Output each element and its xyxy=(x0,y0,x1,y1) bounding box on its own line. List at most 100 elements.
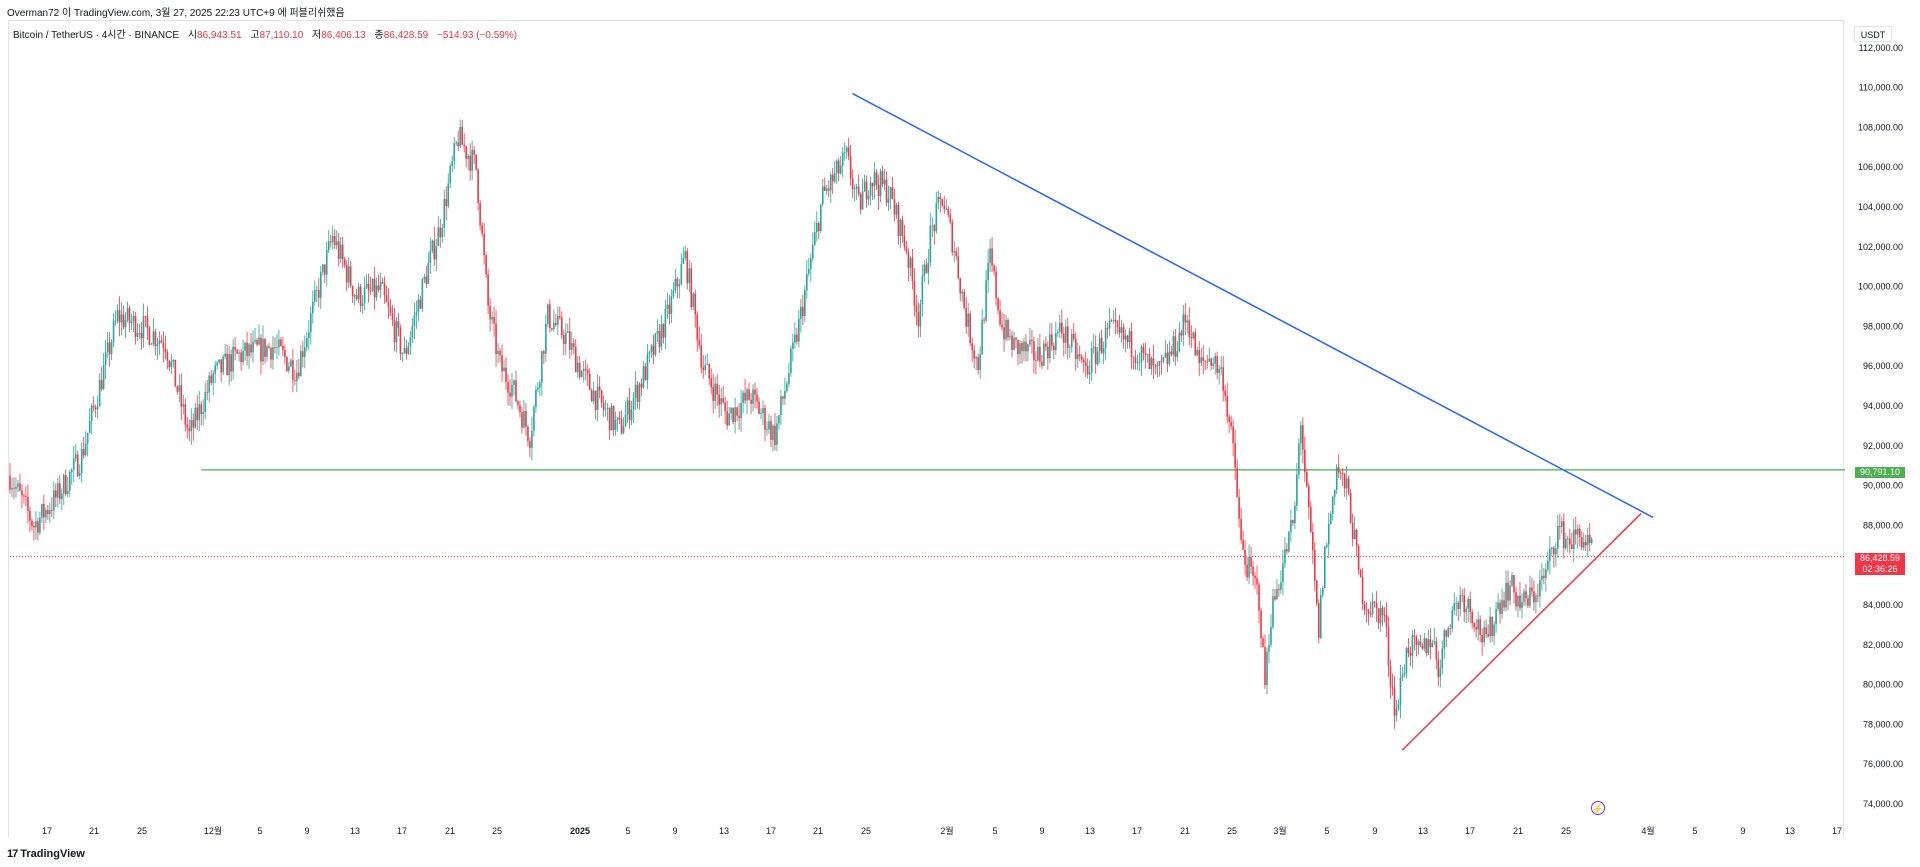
candle-body xyxy=(292,360,294,381)
candle-body xyxy=(1323,546,1326,588)
candle-body xyxy=(1310,507,1312,532)
candle-body xyxy=(764,407,766,430)
symbol-label[interactable]: Bitcoin / TetherUS · 4시간 · BINANCE xyxy=(13,30,180,41)
candle-body xyxy=(620,419,623,434)
candle-body xyxy=(823,186,826,191)
candle-body xyxy=(724,402,726,412)
candle-body xyxy=(517,401,519,406)
candle-body xyxy=(1473,622,1475,628)
candle-body xyxy=(931,225,934,227)
candle-body xyxy=(315,289,318,291)
x-tick-label: 21 xyxy=(813,826,823,836)
candle-body xyxy=(622,426,625,434)
candle-body xyxy=(242,350,244,363)
x-tick-label: 13 xyxy=(350,826,360,836)
candle-body xyxy=(1465,608,1467,613)
candle-body xyxy=(72,458,75,470)
close-label: 종 xyxy=(374,30,384,41)
candle-body xyxy=(1047,346,1049,359)
candle-body xyxy=(57,483,59,498)
candle-body xyxy=(70,469,73,472)
footer-brand[interactable]: 17 TradingView xyxy=(7,848,85,860)
countdown-tag: 02:36:26 xyxy=(1855,564,1905,575)
candle-body xyxy=(443,199,446,228)
candle-body xyxy=(1407,647,1410,654)
currency-unit-button[interactable]: USDT xyxy=(1854,26,1892,42)
candle-body xyxy=(98,380,101,407)
support-price-tag: 90,791.10 xyxy=(1855,467,1905,478)
tradingview-logo-icon: 17 xyxy=(7,848,18,860)
candle-body xyxy=(415,312,418,316)
candle-body xyxy=(481,225,483,234)
candle-body xyxy=(610,406,613,431)
candle-body xyxy=(901,219,904,237)
candle-body xyxy=(1051,334,1053,346)
candle-body xyxy=(88,420,91,433)
x-tick-label: 17 xyxy=(1832,826,1842,836)
y-tick-label: 94,000.00 xyxy=(1863,401,1903,411)
candle-body xyxy=(361,303,364,307)
candle-body xyxy=(1435,641,1438,660)
brand-name: TradingView xyxy=(20,848,85,860)
candle-body xyxy=(1300,425,1302,444)
candle-body xyxy=(1176,351,1179,357)
candle-body xyxy=(1098,337,1101,352)
candle-body xyxy=(531,430,533,448)
candle-body xyxy=(142,316,145,339)
candle-body xyxy=(1387,627,1390,666)
candle-body xyxy=(162,342,165,349)
candle-body xyxy=(913,281,916,306)
candle-body xyxy=(650,345,653,352)
candle-body xyxy=(700,345,703,368)
candle-body xyxy=(1080,356,1083,360)
candle-body xyxy=(234,346,236,351)
candle-body xyxy=(515,380,517,402)
candle-body xyxy=(658,330,661,347)
candle-body xyxy=(1485,627,1487,634)
candle-body xyxy=(1568,538,1571,545)
candle-body xyxy=(1445,630,1448,637)
candle-body xyxy=(1572,529,1575,549)
x-tick-label: 17 xyxy=(1132,826,1142,836)
candle-body xyxy=(311,301,314,314)
candle-body xyxy=(740,402,742,419)
candle-body xyxy=(794,334,796,343)
candle-body xyxy=(1114,319,1117,322)
candle-body xyxy=(738,415,740,419)
candle-body xyxy=(66,490,69,495)
open-label: 시 xyxy=(187,30,198,41)
candle-body xyxy=(1363,604,1366,611)
candle-body xyxy=(92,405,95,408)
candle-body xyxy=(1266,651,1268,686)
candle-body xyxy=(240,352,242,363)
candle-body xyxy=(1037,346,1039,361)
candle-body xyxy=(817,223,820,232)
candle-body xyxy=(1146,354,1149,356)
candle-body xyxy=(319,272,322,298)
candle-body xyxy=(1186,320,1189,323)
candle-body xyxy=(461,127,463,145)
candle-body xyxy=(204,392,207,412)
candle-body xyxy=(951,222,954,253)
candle-body xyxy=(919,304,922,327)
candle-body xyxy=(84,443,87,456)
candle-body xyxy=(1411,635,1414,656)
candle-body xyxy=(965,307,967,327)
lightning-bolt-icon[interactable]: ⚡ xyxy=(1591,801,1605,815)
candle-body xyxy=(782,396,784,399)
candle-body xyxy=(545,323,547,354)
y-tick-label: 102,000.00 xyxy=(1858,242,1903,252)
candle-body xyxy=(728,413,730,426)
candle-body xyxy=(831,174,834,182)
candle-body xyxy=(578,362,581,378)
candle-body xyxy=(134,315,137,338)
candle-body xyxy=(258,337,260,345)
candle-body xyxy=(1200,357,1203,364)
candle-body xyxy=(282,345,284,350)
y-tick-label: 108,000.00 xyxy=(1858,122,1903,132)
candle-body xyxy=(68,471,71,491)
candle-body xyxy=(224,353,226,357)
candle-body xyxy=(419,299,422,309)
candle-body xyxy=(1353,529,1356,539)
